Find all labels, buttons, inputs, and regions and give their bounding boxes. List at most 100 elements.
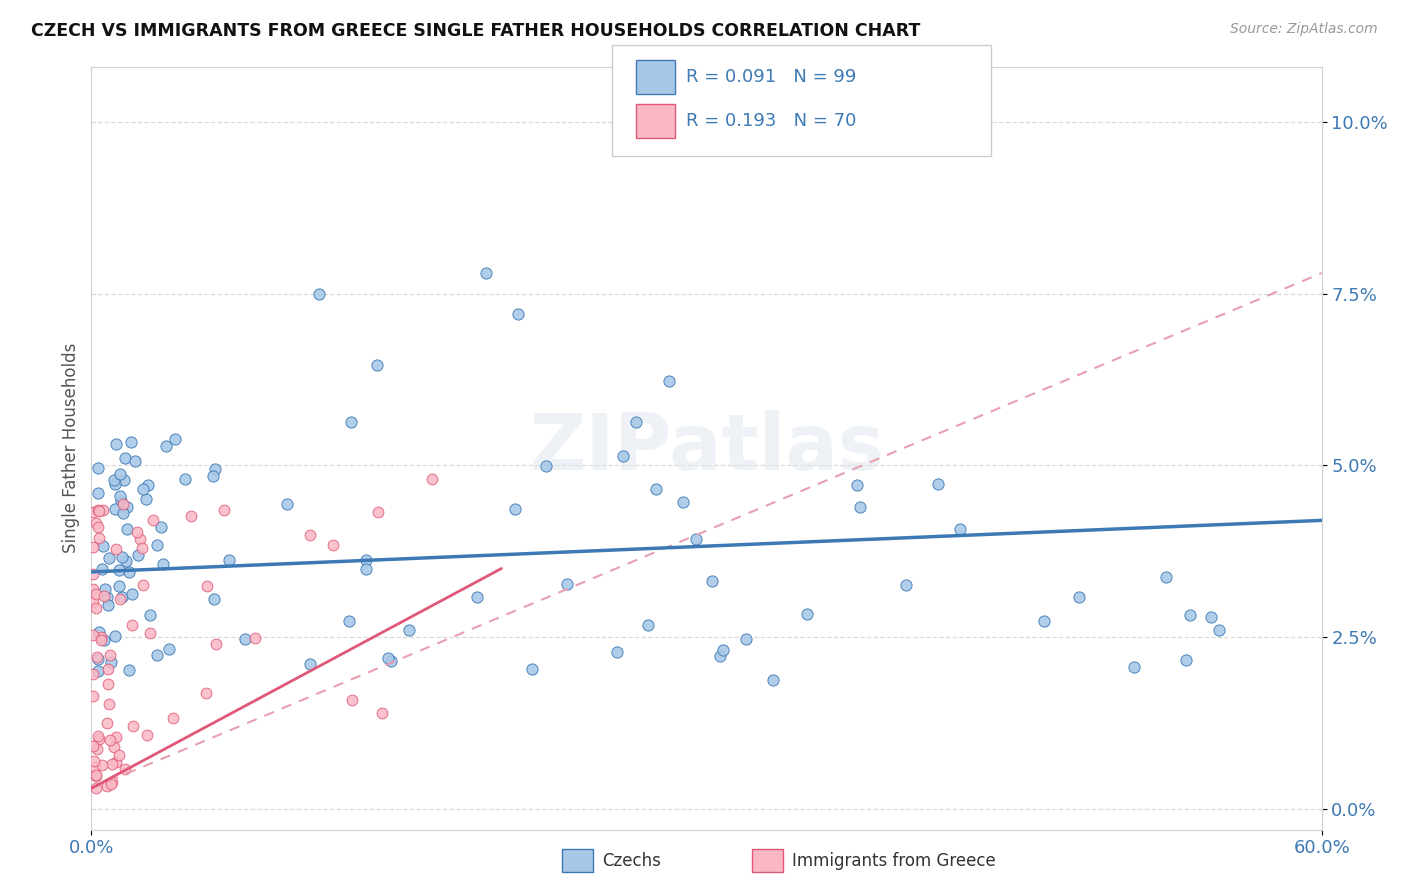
Point — [276, 497, 298, 511]
Point — [131, 541, 153, 555]
Point — [120, 434, 142, 449]
Point — [139, 626, 162, 640]
Point — [84, 601, 107, 615]
Point — [1033, 614, 1056, 628]
Point — [121, 719, 143, 733]
Point — [135, 491, 157, 506]
Point — [503, 502, 526, 516]
Point — [107, 579, 129, 593]
Point — [1178, 607, 1201, 622]
Point — [367, 505, 389, 519]
Point — [173, 472, 195, 486]
Point — [475, 266, 498, 280]
Point — [138, 607, 160, 622]
Point — [136, 478, 159, 492]
Point — [108, 467, 131, 481]
Point — [243, 631, 266, 645]
Point — [366, 358, 388, 372]
Point — [354, 562, 377, 576]
Point — [82, 627, 104, 641]
Point — [420, 472, 443, 486]
Point — [82, 689, 104, 703]
Point — [195, 579, 218, 593]
Point — [82, 595, 104, 609]
Point — [87, 731, 110, 746]
Point — [82, 566, 104, 581]
Point — [114, 762, 136, 776]
Point — [201, 469, 224, 483]
Point — [354, 552, 377, 566]
Point — [896, 578, 918, 592]
Point — [1175, 652, 1198, 666]
Point — [337, 614, 360, 628]
Point — [1156, 570, 1178, 584]
Point — [104, 730, 127, 744]
Point — [380, 654, 402, 668]
Point — [162, 711, 184, 725]
Point — [118, 663, 141, 677]
Point — [702, 574, 724, 588]
Point — [104, 437, 127, 451]
Point — [84, 760, 107, 774]
Point — [112, 497, 135, 511]
Point — [299, 657, 322, 672]
Point — [112, 473, 135, 487]
Point — [86, 652, 108, 666]
Point — [82, 541, 104, 555]
Point — [163, 433, 186, 447]
Point — [534, 458, 557, 473]
Point — [84, 516, 107, 530]
Point — [322, 538, 344, 552]
Point — [146, 538, 169, 552]
Point — [142, 513, 165, 527]
Point — [86, 460, 108, 475]
Point — [555, 577, 578, 591]
Point — [91, 503, 114, 517]
Point — [149, 520, 172, 534]
Point — [1067, 591, 1090, 605]
Point — [377, 650, 399, 665]
Point — [233, 632, 256, 646]
Point — [97, 697, 120, 711]
Point — [82, 666, 104, 681]
Y-axis label: Single Father Households: Single Father Households — [62, 343, 80, 553]
Point — [849, 500, 872, 514]
Point — [612, 449, 634, 463]
Point — [212, 503, 235, 517]
Point — [522, 662, 544, 676]
Point — [87, 624, 110, 639]
Point — [104, 477, 127, 491]
Point — [104, 542, 127, 557]
Point — [1208, 623, 1230, 637]
Point — [658, 374, 681, 388]
Point — [121, 618, 143, 632]
Point — [87, 519, 110, 533]
Point — [105, 755, 128, 769]
Point — [467, 590, 489, 604]
Point — [155, 439, 177, 453]
Point — [118, 565, 141, 579]
Point — [84, 586, 107, 600]
Text: ZIPatlas: ZIPatlas — [529, 410, 884, 486]
Point — [86, 486, 108, 500]
Point — [125, 524, 148, 539]
Point — [108, 490, 131, 504]
Point — [711, 643, 734, 657]
Point — [135, 729, 157, 743]
Point — [145, 648, 167, 662]
Point — [97, 598, 120, 612]
Point — [685, 533, 707, 547]
Point — [340, 693, 363, 707]
Point — [104, 629, 127, 643]
Point — [94, 582, 117, 596]
Point — [108, 591, 131, 606]
Point — [111, 506, 134, 520]
Point — [108, 564, 131, 578]
Point — [96, 591, 118, 605]
Point — [98, 648, 121, 662]
Point — [87, 532, 110, 546]
Point — [97, 662, 120, 676]
Point — [157, 642, 180, 657]
Point — [132, 578, 155, 592]
Point — [86, 650, 108, 665]
